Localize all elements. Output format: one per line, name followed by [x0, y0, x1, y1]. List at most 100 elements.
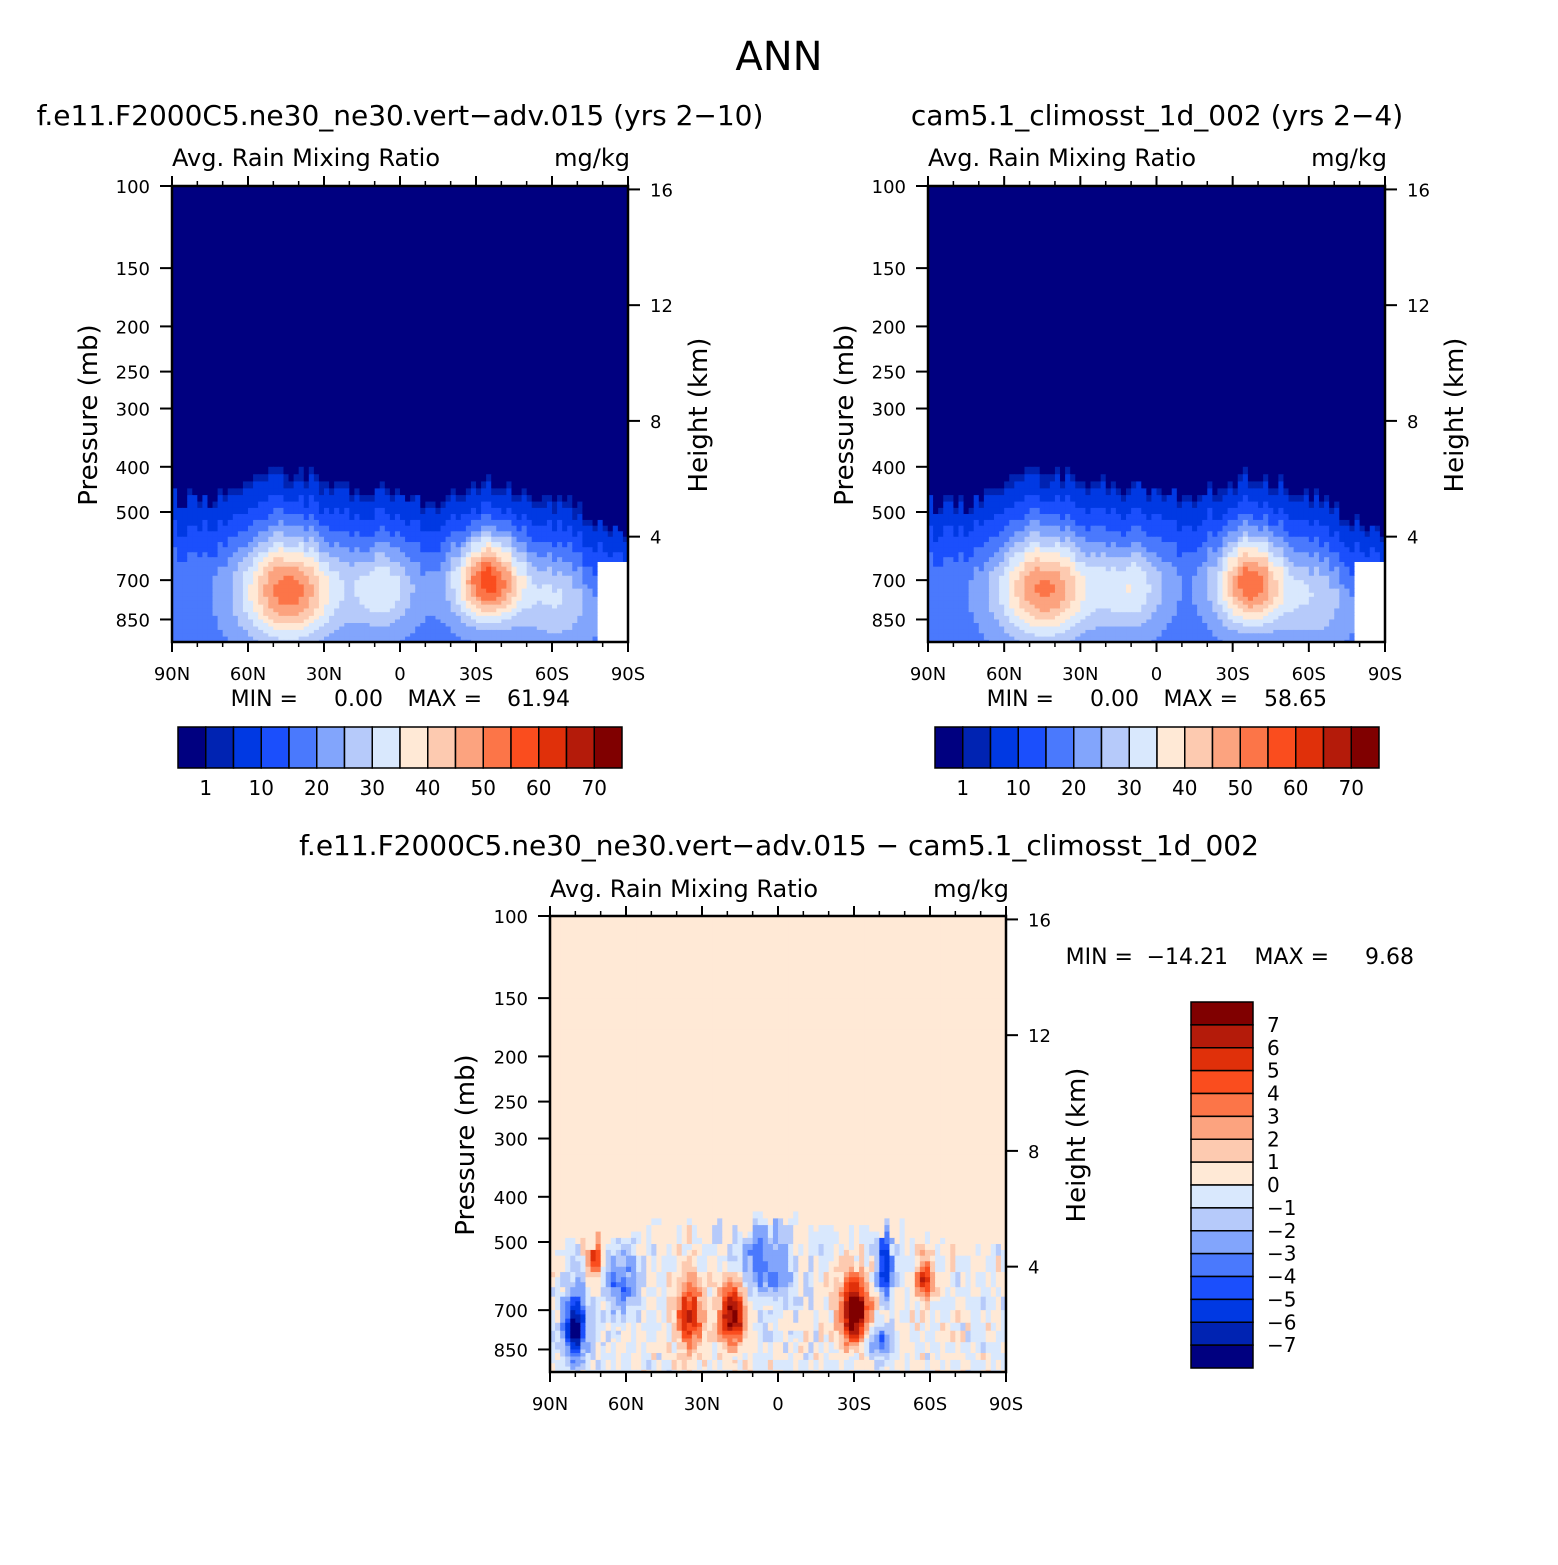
contour-cell [451, 584, 457, 589]
contour-cell [598, 597, 604, 602]
contour-cell [603, 605, 609, 609]
contour-cell [354, 567, 360, 572]
contour-cell [567, 481, 573, 489]
contour-cell [1248, 231, 1254, 269]
contour-cell [309, 526, 315, 532]
contour-cell [435, 571, 441, 576]
contour-cell [430, 268, 436, 300]
contour-cell [476, 526, 482, 532]
contour-cell [1024, 350, 1030, 372]
contour-cell [283, 601, 289, 605]
contour-cell [289, 425, 295, 441]
contour-cell [228, 567, 234, 572]
contour-cell [299, 601, 305, 605]
contour-cell [557, 616, 563, 620]
contour-cell [491, 372, 497, 392]
contour-cell [435, 542, 441, 548]
contour-cell [339, 488, 345, 495]
contour-cell [461, 537, 467, 543]
contour-cell [233, 467, 239, 475]
contour-cell [1121, 186, 1127, 232]
contour-cell [304, 612, 310, 616]
contour-cell [370, 619, 376, 623]
contour-cell [441, 372, 447, 392]
contour-cell [299, 571, 305, 576]
contour-cell [390, 601, 396, 605]
contour-cell [608, 531, 614, 537]
contour-cell [618, 520, 624, 526]
contour-cell [948, 268, 954, 300]
contour-cell [603, 299, 609, 327]
contour-cell [511, 186, 517, 232]
contour-cell [268, 562, 274, 567]
contour-cell [1096, 231, 1102, 269]
contour-cell [527, 508, 533, 515]
colorbar-swatch [428, 727, 456, 768]
contour-cell [177, 612, 183, 616]
contour-cell [248, 520, 254, 526]
contour-cell [309, 440, 315, 455]
contour-cell [456, 454, 462, 468]
contour-cell [258, 589, 264, 594]
contour-cell [349, 502, 355, 509]
contour-cell [273, 268, 279, 300]
contour-cell [375, 542, 381, 548]
contour-cell [984, 299, 990, 327]
contour-cell [278, 608, 284, 612]
contour-cell [471, 608, 477, 612]
contour-cell [202, 495, 208, 502]
contour-cell [1304, 326, 1310, 350]
contour-cell [370, 488, 376, 495]
contour-cell [253, 502, 259, 509]
contour-cell [441, 562, 447, 567]
contour-cell [441, 467, 447, 475]
contour-cell [187, 454, 193, 468]
contour-cell [294, 593, 300, 598]
contour-cell [587, 547, 593, 553]
contour-cell [253, 605, 259, 609]
contour-cell [933, 231, 939, 269]
contour-cell [567, 350, 573, 372]
contour-cell [238, 567, 244, 572]
contour-cell [537, 576, 543, 581]
contour-cell [268, 409, 274, 426]
contour-cell [213, 601, 219, 605]
contour-cell [334, 580, 340, 585]
panel-control-title: cam5.1_climosst_1d_002 (yrs 2−4) [911, 99, 1403, 132]
contour-cell [278, 616, 284, 620]
contour-cell [243, 454, 249, 468]
contour-cell [1197, 186, 1203, 232]
contour-cell [547, 299, 553, 327]
contour-cell [593, 514, 599, 521]
contour-cell [197, 514, 203, 521]
contour-cell [435, 576, 441, 581]
contour-cell [532, 537, 538, 543]
contour-cell [349, 593, 355, 598]
contour-cell [435, 547, 441, 553]
contour-cell [385, 552, 391, 558]
contour-cell [1202, 326, 1208, 350]
contour-cell [446, 514, 452, 521]
contour-cell [1131, 231, 1137, 269]
contour-cell [527, 552, 533, 558]
contour-cell [294, 537, 300, 543]
contour-cell [511, 231, 517, 269]
contour-cell [506, 502, 512, 509]
contour-cell [522, 350, 528, 372]
contour-cell [202, 608, 208, 612]
contour-cell [1177, 299, 1183, 327]
contour-cell [456, 623, 462, 627]
contour-cell [359, 454, 365, 468]
contour-cell [451, 350, 457, 372]
contour-cell [395, 552, 401, 558]
contour-cell [187, 440, 193, 455]
contour-cell [476, 520, 482, 526]
contour-cell [486, 567, 492, 572]
contour-cell [446, 495, 452, 502]
contour-cell [278, 440, 284, 455]
contour-cell [587, 440, 593, 455]
contour-cell [425, 409, 431, 426]
contour-cell [1080, 186, 1086, 232]
contour-cell [258, 597, 264, 602]
contour-cell [395, 601, 401, 605]
